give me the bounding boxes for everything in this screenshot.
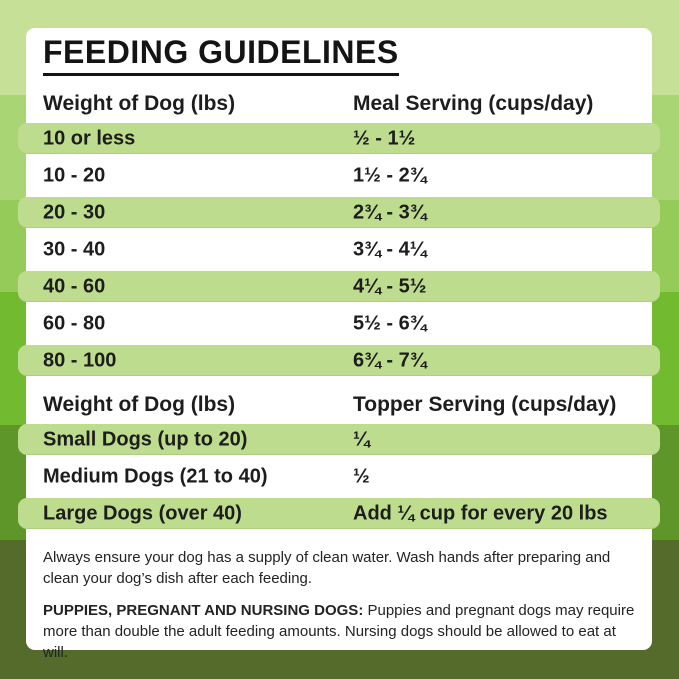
row-weight: 10 - 20 — [43, 164, 106, 186]
feeding-guidelines-card: FEEDING GUIDELINES Weight of Dog (lbs) M… — [18, 28, 660, 661]
row-weight: 40 - 60 — [43, 275, 106, 297]
table-row: 10 or less ½ - 1½ — [18, 123, 660, 154]
table-row: Large Dogs (over 40) Add ¼ cup for every… — [18, 498, 660, 529]
row-serving: 6¾ - 7¾ — [353, 349, 427, 371]
row-weight: Small Dogs (up to 20) — [43, 428, 248, 450]
topper-table: Weight of Dog (lbs) Topper Serving (cups… — [18, 389, 660, 529]
meal-table-header-row: Weight of Dog (lbs) Meal Serving (cups/d… — [26, 88, 652, 120]
page-title-underline: FEEDING GUIDELINES — [43, 34, 399, 76]
row-serving: ½ - 1½ — [353, 127, 416, 149]
special-note-label: PUPPIES, PREGNANT AND NURSING DOGS: — [43, 602, 364, 619]
special-note-text: Puppies and pregnant dogs may require mo… — [43, 602, 635, 661]
row-serving: 3¾ - 4¼ — [353, 238, 427, 260]
row-weight: 80 - 100 — [43, 349, 117, 371]
row-weight: 30 - 40 — [43, 238, 106, 260]
meal-serving-header: Meal Serving (cups/day) — [353, 92, 594, 115]
table-row: 60 - 80 5½ - 6¾ — [26, 305, 652, 342]
table-row: 80 - 100 6¾ - 7¾ — [18, 345, 660, 376]
row-weight: Large Dogs (over 40) — [43, 502, 242, 524]
special-note: PUPPIES, PREGNANT AND NURSING DOGS: Pupp… — [43, 600, 637, 663]
row-weight: 20 - 30 — [43, 201, 106, 223]
row-weight: 60 - 80 — [43, 312, 106, 334]
row-weight: 10 or less — [43, 127, 136, 149]
table-row: 10 - 20 1½ - 2¾ — [26, 157, 652, 194]
table-row: Small Dogs (up to 20) ¼ — [18, 424, 660, 455]
water-note: Always ensure your dog has a supply of c… — [43, 549, 611, 587]
topper-serving-header: Topper Serving (cups/day) — [353, 393, 617, 416]
topper-weight-header: Weight of Dog (lbs) — [43, 393, 236, 416]
table-row: Medium Dogs (21 to 40) ½ — [26, 458, 652, 495]
notes-section: Always ensure your dog has a supply of c… — [43, 547, 637, 663]
row-serving: 4¼ - 5½ — [353, 275, 427, 297]
table-row: 30 - 40 3¾ - 4¼ — [26, 231, 652, 268]
row-serving: ½ — [353, 465, 370, 487]
meal-table: Weight of Dog (lbs) Meal Serving (cups/d… — [18, 88, 660, 376]
table-row: 40 - 60 4¼ - 5½ — [18, 271, 660, 302]
row-serving: 1½ - 2¾ — [353, 164, 427, 186]
row-serving: 2¾ - 3¾ — [353, 201, 427, 223]
meal-weight-header: Weight of Dog (lbs) — [43, 92, 236, 115]
page-title: FEEDING GUIDELINES — [43, 34, 399, 70]
row-serving: ¼ — [353, 428, 370, 450]
table-row: 20 - 30 2¾ - 3¾ — [18, 197, 660, 228]
row-serving: Add ¼ cup for every 20 lbs — [353, 502, 608, 524]
row-serving: 5½ - 6¾ — [353, 312, 427, 334]
row-weight: Medium Dogs (21 to 40) — [43, 465, 268, 487]
topper-table-header-row: Weight of Dog (lbs) Topper Serving (cups… — [26, 389, 652, 421]
